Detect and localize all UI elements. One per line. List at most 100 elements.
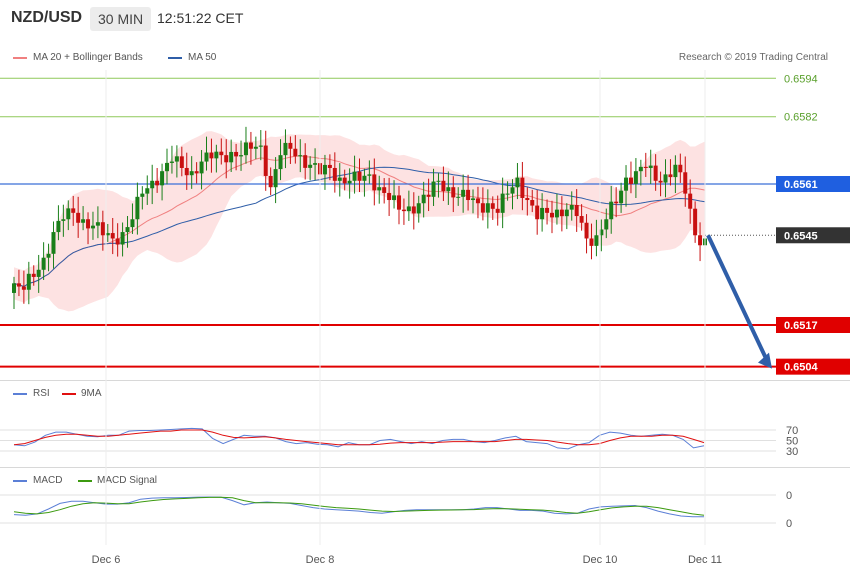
candle-body <box>342 177 347 184</box>
candle-body <box>322 164 327 175</box>
chart-header: NZD/USD 30 MIN 12:51:22 CET <box>0 0 850 38</box>
projection-arrow-head <box>758 352 772 369</box>
candle-body <box>683 172 688 194</box>
candle-body <box>643 166 648 168</box>
candle-body <box>624 177 629 191</box>
candle-body <box>31 273 36 277</box>
candle-body <box>313 163 318 165</box>
candle-body <box>209 152 214 159</box>
x-axis-label: Dec 6 <box>92 554 121 566</box>
candle-body <box>668 174 673 178</box>
candle-body <box>436 180 441 182</box>
candle-body <box>86 219 91 229</box>
candle-body <box>401 209 406 212</box>
candle-body <box>500 193 505 213</box>
candle-body <box>426 194 431 197</box>
timeframe-button[interactable]: 30 MIN <box>90 7 152 31</box>
candle-body <box>189 171 194 176</box>
candle-body <box>673 164 678 178</box>
candle-body <box>253 146 258 149</box>
candle-body <box>71 208 76 213</box>
candle-body <box>12 283 16 293</box>
candle-body <box>352 171 357 181</box>
candle-body <box>105 233 110 236</box>
candle-body <box>293 148 298 157</box>
candle-body <box>337 177 342 181</box>
candle-body <box>258 145 263 147</box>
support-tag-4 <box>776 317 850 333</box>
candle-body <box>392 195 397 201</box>
ma50-legend-label: MA 50 <box>188 52 217 63</box>
x-axis-label: Dec 11 <box>688 554 722 566</box>
clock-readout: 12:51:22 CET <box>157 10 244 26</box>
candle-body <box>559 209 564 217</box>
candle-body <box>288 142 293 149</box>
candle-body <box>16 283 21 287</box>
signal-legend-swatch <box>78 480 92 482</box>
candle-body <box>569 205 574 210</box>
candle-body <box>283 142 288 156</box>
signal-legend-label: MACD Signal <box>97 475 158 486</box>
candle-body <box>658 180 663 183</box>
rsi-tick-50: 50 <box>786 436 798 448</box>
rsi-legend-label: RSI <box>33 388 50 399</box>
candle-body <box>549 212 554 218</box>
candle-body <box>535 205 540 220</box>
candle-body <box>21 286 26 290</box>
x-axis-label: Dec 8 <box>306 554 335 566</box>
candle-body <box>485 203 490 213</box>
candle-body <box>574 205 579 217</box>
candle-body <box>441 180 446 192</box>
candle-body <box>76 212 81 223</box>
rsi-legend-swatch <box>13 393 27 395</box>
candle-body <box>471 198 476 201</box>
candle-body <box>194 171 199 174</box>
candle-body <box>421 194 426 204</box>
candle-body <box>628 177 633 184</box>
candle-body <box>347 180 352 184</box>
candle-body <box>120 232 125 245</box>
rsi-tick-30: 30 <box>786 446 798 458</box>
candle-body <box>594 235 599 246</box>
candle-body <box>609 201 614 220</box>
candle-body <box>416 203 421 214</box>
candle-body <box>66 208 71 220</box>
candle-body <box>303 155 308 168</box>
projection-arrow <box>706 234 770 364</box>
candle-body <box>357 171 362 181</box>
candle-body <box>584 222 589 239</box>
pair-title: NZD/USD <box>11 9 83 26</box>
candle-body <box>362 175 367 181</box>
candle-body <box>495 208 500 213</box>
candle-body <box>56 220 61 233</box>
candle-body <box>456 196 461 198</box>
candle-body <box>372 174 377 191</box>
panel-separator-macd <box>0 467 850 468</box>
resistance-label-1: 0.6582 <box>784 112 818 124</box>
pivot-label: 0.6561 <box>784 179 818 191</box>
candle-body <box>110 233 115 239</box>
candle-body <box>431 181 436 197</box>
panel-separator-rsi <box>0 380 850 381</box>
candle-body <box>633 171 638 184</box>
candle-body <box>530 200 535 206</box>
candle-body <box>90 225 95 229</box>
candle-body <box>95 222 100 226</box>
candle-body <box>461 189 466 197</box>
candle-body <box>140 193 145 197</box>
candle-body <box>579 216 584 223</box>
candle-body <box>475 198 480 204</box>
ma9-legend-label: 9MA <box>81 388 102 399</box>
support-tag-5 <box>776 358 850 375</box>
candle-body <box>525 197 530 201</box>
candle-body <box>510 187 515 194</box>
candle-body <box>619 190 624 204</box>
candle-body <box>663 174 668 183</box>
candle-body <box>268 175 273 188</box>
candle-body <box>174 156 179 162</box>
candle-body <box>130 219 135 228</box>
candle-body <box>248 142 253 149</box>
candle-body <box>273 169 278 188</box>
candle-body <box>51 232 56 254</box>
